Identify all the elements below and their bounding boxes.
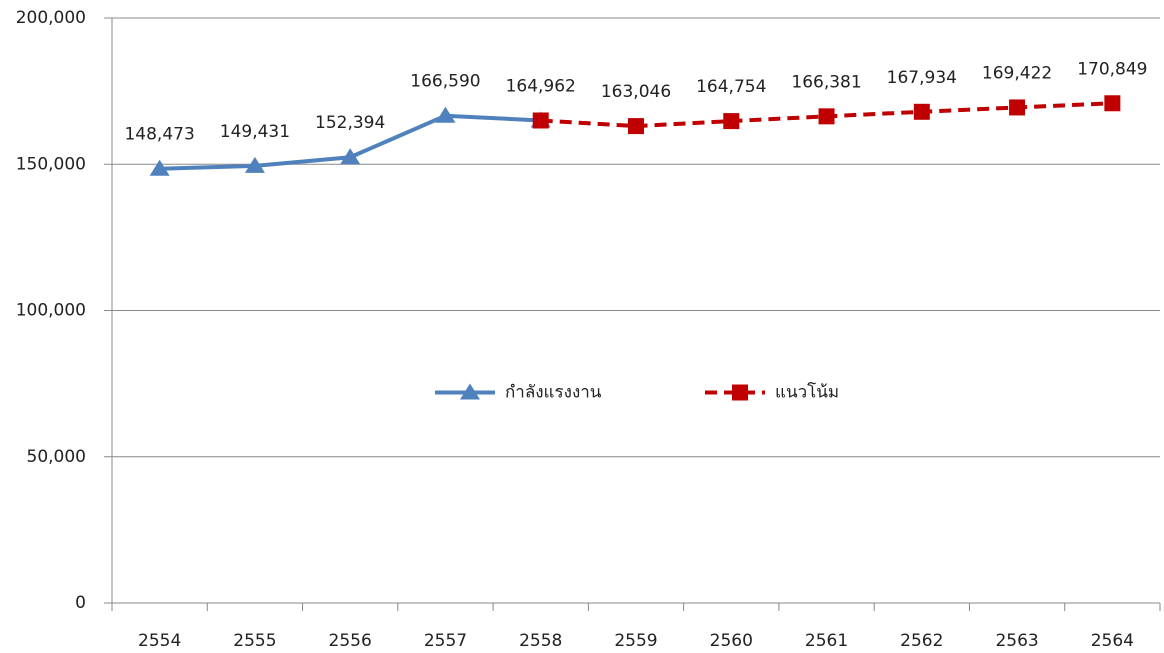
data-label: 164,754 [696,77,766,97]
marker [1104,95,1121,112]
x-tick-label: 2561 [805,631,848,651]
x-tick-label: 2556 [329,631,372,651]
x-tick-label: 2554 [138,631,181,651]
x-tick-label: 2557 [424,631,467,651]
x-tick-label: 2560 [710,631,753,651]
x-tick-label: 2563 [995,631,1038,651]
data-label: 166,381 [791,72,861,92]
y-tick-label: 100,000 [16,301,86,321]
y-tick-label: 0 [75,593,86,613]
data-label: 148,473 [124,125,194,145]
x-tick-label: 2564 [1091,631,1134,651]
legend-label: แนวโน้ม [775,382,839,403]
x-tick-label: 2562 [900,631,943,651]
y-tick-label: 150,000 [16,154,86,174]
marker [340,148,361,165]
data-label: 167,934 [887,68,957,88]
marker [818,108,835,125]
marker [1009,99,1026,116]
marker [532,112,549,129]
marker [149,159,170,176]
marker [723,113,740,130]
x-tick-label: 2558 [519,631,562,651]
x-tick-label: 2555 [233,631,276,651]
y-tick-label: 50,000 [27,447,86,467]
data-label: 149,431 [220,122,290,142]
marker [628,118,644,135]
x-tick-label: 2559 [614,631,657,651]
data-label: 163,046 [601,82,671,102]
marker [244,156,265,173]
data-label: 152,394 [315,113,385,133]
legend-marker [460,383,480,400]
data-label: 170,849 [1077,59,1147,79]
marker [435,106,456,123]
legend-marker [732,384,748,401]
marker [913,103,930,120]
legend-label: กำลังแรงงาน [505,383,602,403]
data-label: 166,590 [410,72,480,92]
data-label: 169,422 [982,63,1052,83]
y-tick-label: 200,000 [16,8,86,28]
data-label: 164,962 [506,76,576,96]
